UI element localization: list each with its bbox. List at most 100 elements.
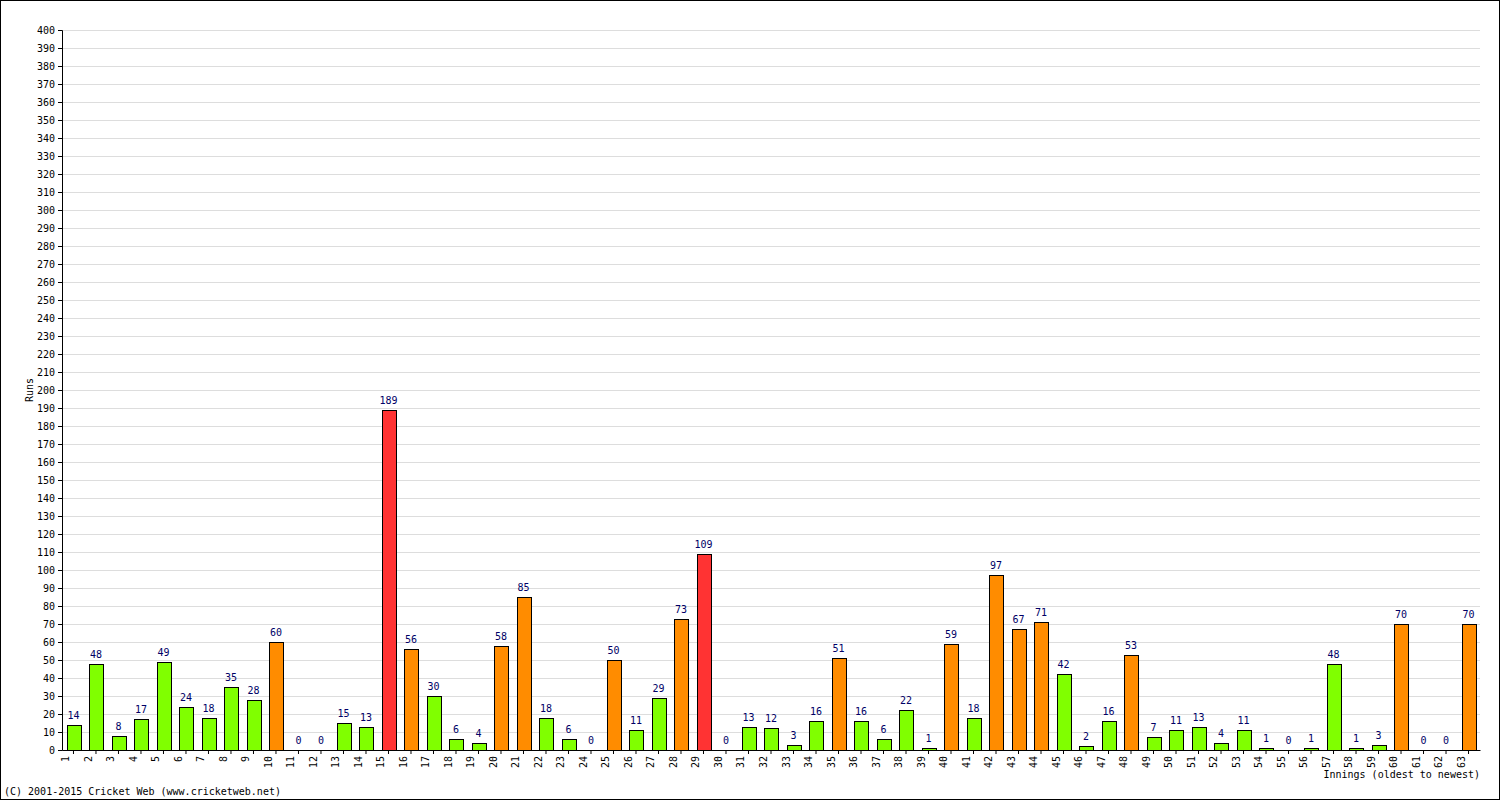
grid-line (62, 174, 1480, 175)
data-label: 6 (880, 724, 886, 735)
x-tick-mark (298, 750, 299, 754)
data-label: 1 (1353, 733, 1359, 744)
x-tick-label: 20 (488, 756, 499, 768)
y-tick: 380 (37, 61, 62, 72)
x-tick: 59 (1366, 750, 1379, 768)
x-tick-label: 42 (983, 756, 994, 768)
data-label: 0 (1421, 735, 1427, 746)
x-tick: 47 (1096, 750, 1109, 768)
y-tick-mark (58, 336, 62, 337)
x-tick-mark (1401, 750, 1402, 754)
bar (90, 665, 104, 751)
x-tick: 58 (1343, 750, 1356, 768)
x-tick: 28 (668, 750, 681, 768)
x-tick: 17 (420, 750, 433, 768)
data-label: 8 (115, 721, 121, 732)
x-tick-mark (1018, 750, 1019, 754)
data-label: 28 (247, 685, 259, 696)
grid-line (62, 30, 1480, 31)
x-tick-label: 22 (533, 756, 544, 768)
bar (968, 719, 982, 751)
grid-line (62, 426, 1480, 427)
y-tick-mark (58, 606, 62, 607)
x-tick-mark (95, 750, 96, 754)
y-tick-label: 90 (43, 583, 55, 594)
x-tick-label: 8 (218, 756, 229, 762)
data-label: 11 (1237, 715, 1249, 726)
grid-line (62, 462, 1480, 463)
y-tick-mark (58, 156, 62, 157)
x-tick-mark (1446, 750, 1447, 754)
data-label: 42 (1057, 659, 1069, 670)
x-tick: 33 (781, 750, 794, 768)
x-tick-mark (500, 750, 501, 754)
data-label: 1 (1263, 733, 1269, 744)
x-tick-label: 9 (240, 756, 251, 762)
data-label: 59 (945, 629, 957, 640)
bar (1125, 656, 1139, 751)
x-tick-mark (523, 750, 524, 754)
bar (158, 663, 172, 751)
y-tick: 190 (37, 403, 62, 414)
y-tick-mark (58, 30, 62, 31)
bar (743, 728, 757, 751)
x-tick: 52 (1208, 750, 1221, 768)
data-label: 0 (318, 735, 324, 746)
x-tick: 30 (713, 750, 726, 768)
x-tick: 50 (1163, 750, 1176, 768)
y-tick: 40 (43, 673, 62, 684)
x-tick-label: 43 (1006, 756, 1017, 768)
x-tick: 2 (83, 750, 96, 762)
data-label: 1 (1308, 733, 1314, 744)
y-tick: 270 (37, 259, 62, 270)
y-tick: 30 (43, 691, 62, 702)
y-tick-mark (58, 624, 62, 625)
x-tick-mark (455, 750, 456, 754)
data-label: 3 (790, 730, 796, 741)
x-tick-mark (1221, 750, 1222, 754)
y-tick-mark (58, 102, 62, 103)
x-tick-mark (230, 750, 231, 754)
y-tick-label: 210 (37, 367, 55, 378)
grid-line (62, 282, 1480, 283)
data-label: 4 (475, 728, 481, 739)
x-tick: 4 (128, 750, 141, 762)
y-tick: 210 (37, 367, 62, 378)
y-tick-label: 20 (43, 709, 55, 720)
x-tick-label: 61 (1411, 756, 1422, 768)
data-label: 14 (67, 710, 79, 721)
bar (1305, 749, 1319, 751)
x-tick-mark (951, 750, 952, 754)
x-tick-mark (635, 750, 636, 754)
x-tick: 16 (398, 750, 411, 768)
data-label: 29 (652, 683, 664, 694)
y-tick-label: 40 (43, 673, 55, 684)
x-tick: 21 (510, 750, 523, 768)
x-tick-label: 11 (285, 756, 296, 768)
y-tick-label: 220 (37, 349, 55, 360)
x-tick: 36 (848, 750, 861, 768)
y-tick-label: 100 (37, 565, 55, 576)
bar (518, 598, 532, 751)
grid-line (62, 480, 1480, 481)
grid-line (62, 390, 1480, 391)
x-tick-label: 18 (443, 756, 454, 768)
bar (630, 731, 644, 751)
x-tick: 55 (1276, 750, 1289, 768)
y-tick-label: 30 (43, 691, 55, 702)
bar (1148, 738, 1162, 751)
data-label: 3 (1376, 730, 1382, 741)
x-tick: 56 (1298, 750, 1311, 768)
x-tick-mark (410, 750, 411, 754)
y-tick-mark (58, 264, 62, 265)
x-tick-mark (771, 750, 772, 754)
y-tick-mark (58, 192, 62, 193)
grid (62, 31, 1480, 751)
y-tick: 70 (43, 619, 62, 630)
grid-line (62, 48, 1480, 49)
y-tick: 170 (37, 439, 62, 450)
y-tick-mark (58, 444, 62, 445)
data-label: 11 (1170, 715, 1182, 726)
x-tick: 25 (600, 750, 613, 768)
x-tick-label: 15 (375, 756, 386, 768)
